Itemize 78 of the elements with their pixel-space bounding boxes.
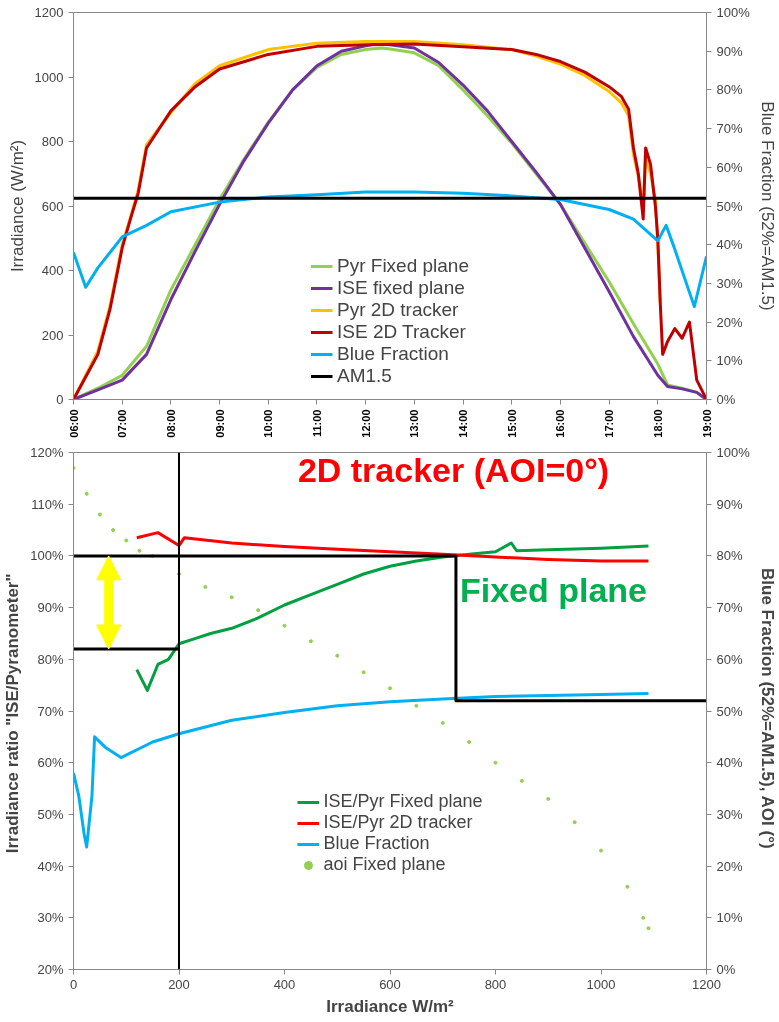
x-tick-label: 07:00 xyxy=(116,409,129,438)
x-tick-label: 15:00 xyxy=(505,409,518,438)
y2-tick-label: 60% xyxy=(716,159,743,175)
x-tick-label: 08:00 xyxy=(164,409,177,438)
x-tick-label: 06:00 xyxy=(67,409,80,438)
legend-label: aoi Fixed plane xyxy=(323,854,446,875)
y-tick-label: 20% xyxy=(37,962,64,977)
y2-tick-label: 40% xyxy=(716,237,743,253)
y-tick-label: 80% xyxy=(37,651,64,667)
y2-tick-label: 50% xyxy=(716,703,743,719)
legend-label: ISE fixed plane xyxy=(336,277,465,299)
x-tick-label: 11:00 xyxy=(310,409,323,438)
y2-tick-label: 50% xyxy=(716,198,743,214)
legend-label: AM1.5 xyxy=(336,365,392,387)
y-axis-title: Irradiance (W/m²) xyxy=(7,139,27,273)
y-tick-label: 400 xyxy=(41,263,64,278)
y2-tick-label: 10% xyxy=(716,910,743,926)
y2-tick-label: 80% xyxy=(716,548,743,564)
x-tick-label: 12:00 xyxy=(359,409,372,438)
legend-label: ISE 2D Tracker xyxy=(336,321,466,343)
y2-tick-label: 0% xyxy=(716,392,736,407)
legend-label: Blue Fraction xyxy=(323,833,430,854)
y-tick-label: 1200 xyxy=(34,5,64,20)
y-tick-label: 800 xyxy=(41,134,64,149)
y2-axis-title: Blue Fraction (52%=AM1.5) xyxy=(757,101,777,311)
y2-tick-label: 90% xyxy=(716,43,743,59)
legend-label: ISE/Pyr 2D tracker xyxy=(323,812,473,833)
legend-label: Pyr 2D tracker xyxy=(336,299,459,321)
x-tick-label: 400 xyxy=(273,976,296,992)
x-tick-label: 1200 xyxy=(692,976,721,992)
y-tick-label: 60% xyxy=(37,755,64,771)
x-tick-label: 10:00 xyxy=(262,409,275,438)
y2-tick-label: 10% xyxy=(716,353,743,369)
x-tick-label: 800 xyxy=(484,976,507,992)
y-tick-label: 0 xyxy=(56,392,64,407)
y2-tick-label: 20% xyxy=(716,858,743,874)
y2-tick-label: 70% xyxy=(716,600,743,616)
x-axis-title: Irradiance W/m² xyxy=(326,996,455,1016)
y2-tick-label: 40% xyxy=(716,755,743,771)
y-tick-label: 90% xyxy=(37,600,64,616)
y2-tick-label: 30% xyxy=(716,275,743,291)
x-tick-label: 0 xyxy=(69,976,78,992)
y-tick-label: 70% xyxy=(37,703,64,719)
y2-tick-label: 90% xyxy=(716,496,743,512)
y-tick-label: 50% xyxy=(37,806,64,822)
y2-tick-label: 80% xyxy=(716,82,743,98)
x-tick-label: 09:00 xyxy=(213,409,226,438)
y2-tick-label: 0% xyxy=(716,962,736,977)
y2-tick-label: 100% xyxy=(716,445,751,460)
y-tick-label: 40% xyxy=(37,858,64,874)
y-axis-title: Irradiance ratio "ISE/Pyranometer" xyxy=(3,573,23,854)
x-tick-label: 200 xyxy=(168,976,190,992)
annotation: Fixed plane xyxy=(459,570,648,609)
x-tick-label: 13:00 xyxy=(408,409,421,438)
x-tick-label: 18:00 xyxy=(651,409,664,438)
y-tick-label: 120% xyxy=(30,445,64,460)
x-tick-label: 600 xyxy=(379,976,401,992)
legend-label: ISE/Pyr Fixed plane xyxy=(323,791,483,812)
y2-tick-label: 30% xyxy=(716,806,743,822)
x-tick-label: 16:00 xyxy=(554,409,567,438)
y-tick-label: 1000 xyxy=(34,69,64,85)
y2-tick-label: 60% xyxy=(716,651,743,667)
y2-tick-label: 100% xyxy=(716,5,751,20)
legend-label: Blue Fraction xyxy=(336,343,449,365)
y-tick-label: 600 xyxy=(41,198,64,214)
y-tick-label: 200 xyxy=(41,327,64,343)
y2-axis-title: Blue Fraction (52%=AM1.5), AOI (°) xyxy=(757,568,777,849)
y-tick-label: 100% xyxy=(30,548,64,564)
annotation: 2D tracker (AOI=0°) xyxy=(297,450,610,489)
y-tick-label: 30% xyxy=(37,910,64,926)
x-tick-label: 1000 xyxy=(586,976,616,992)
y2-tick-label: 20% xyxy=(716,314,743,330)
x-tick-label: 14:00 xyxy=(457,409,470,438)
y2-tick-label: 70% xyxy=(716,121,743,137)
x-tick-label: 19:00 xyxy=(700,409,713,438)
legend-label: Pyr Fixed plane xyxy=(336,255,470,277)
x-tick-label: 17:00 xyxy=(603,409,616,438)
y-tick-label: 110% xyxy=(31,496,64,512)
